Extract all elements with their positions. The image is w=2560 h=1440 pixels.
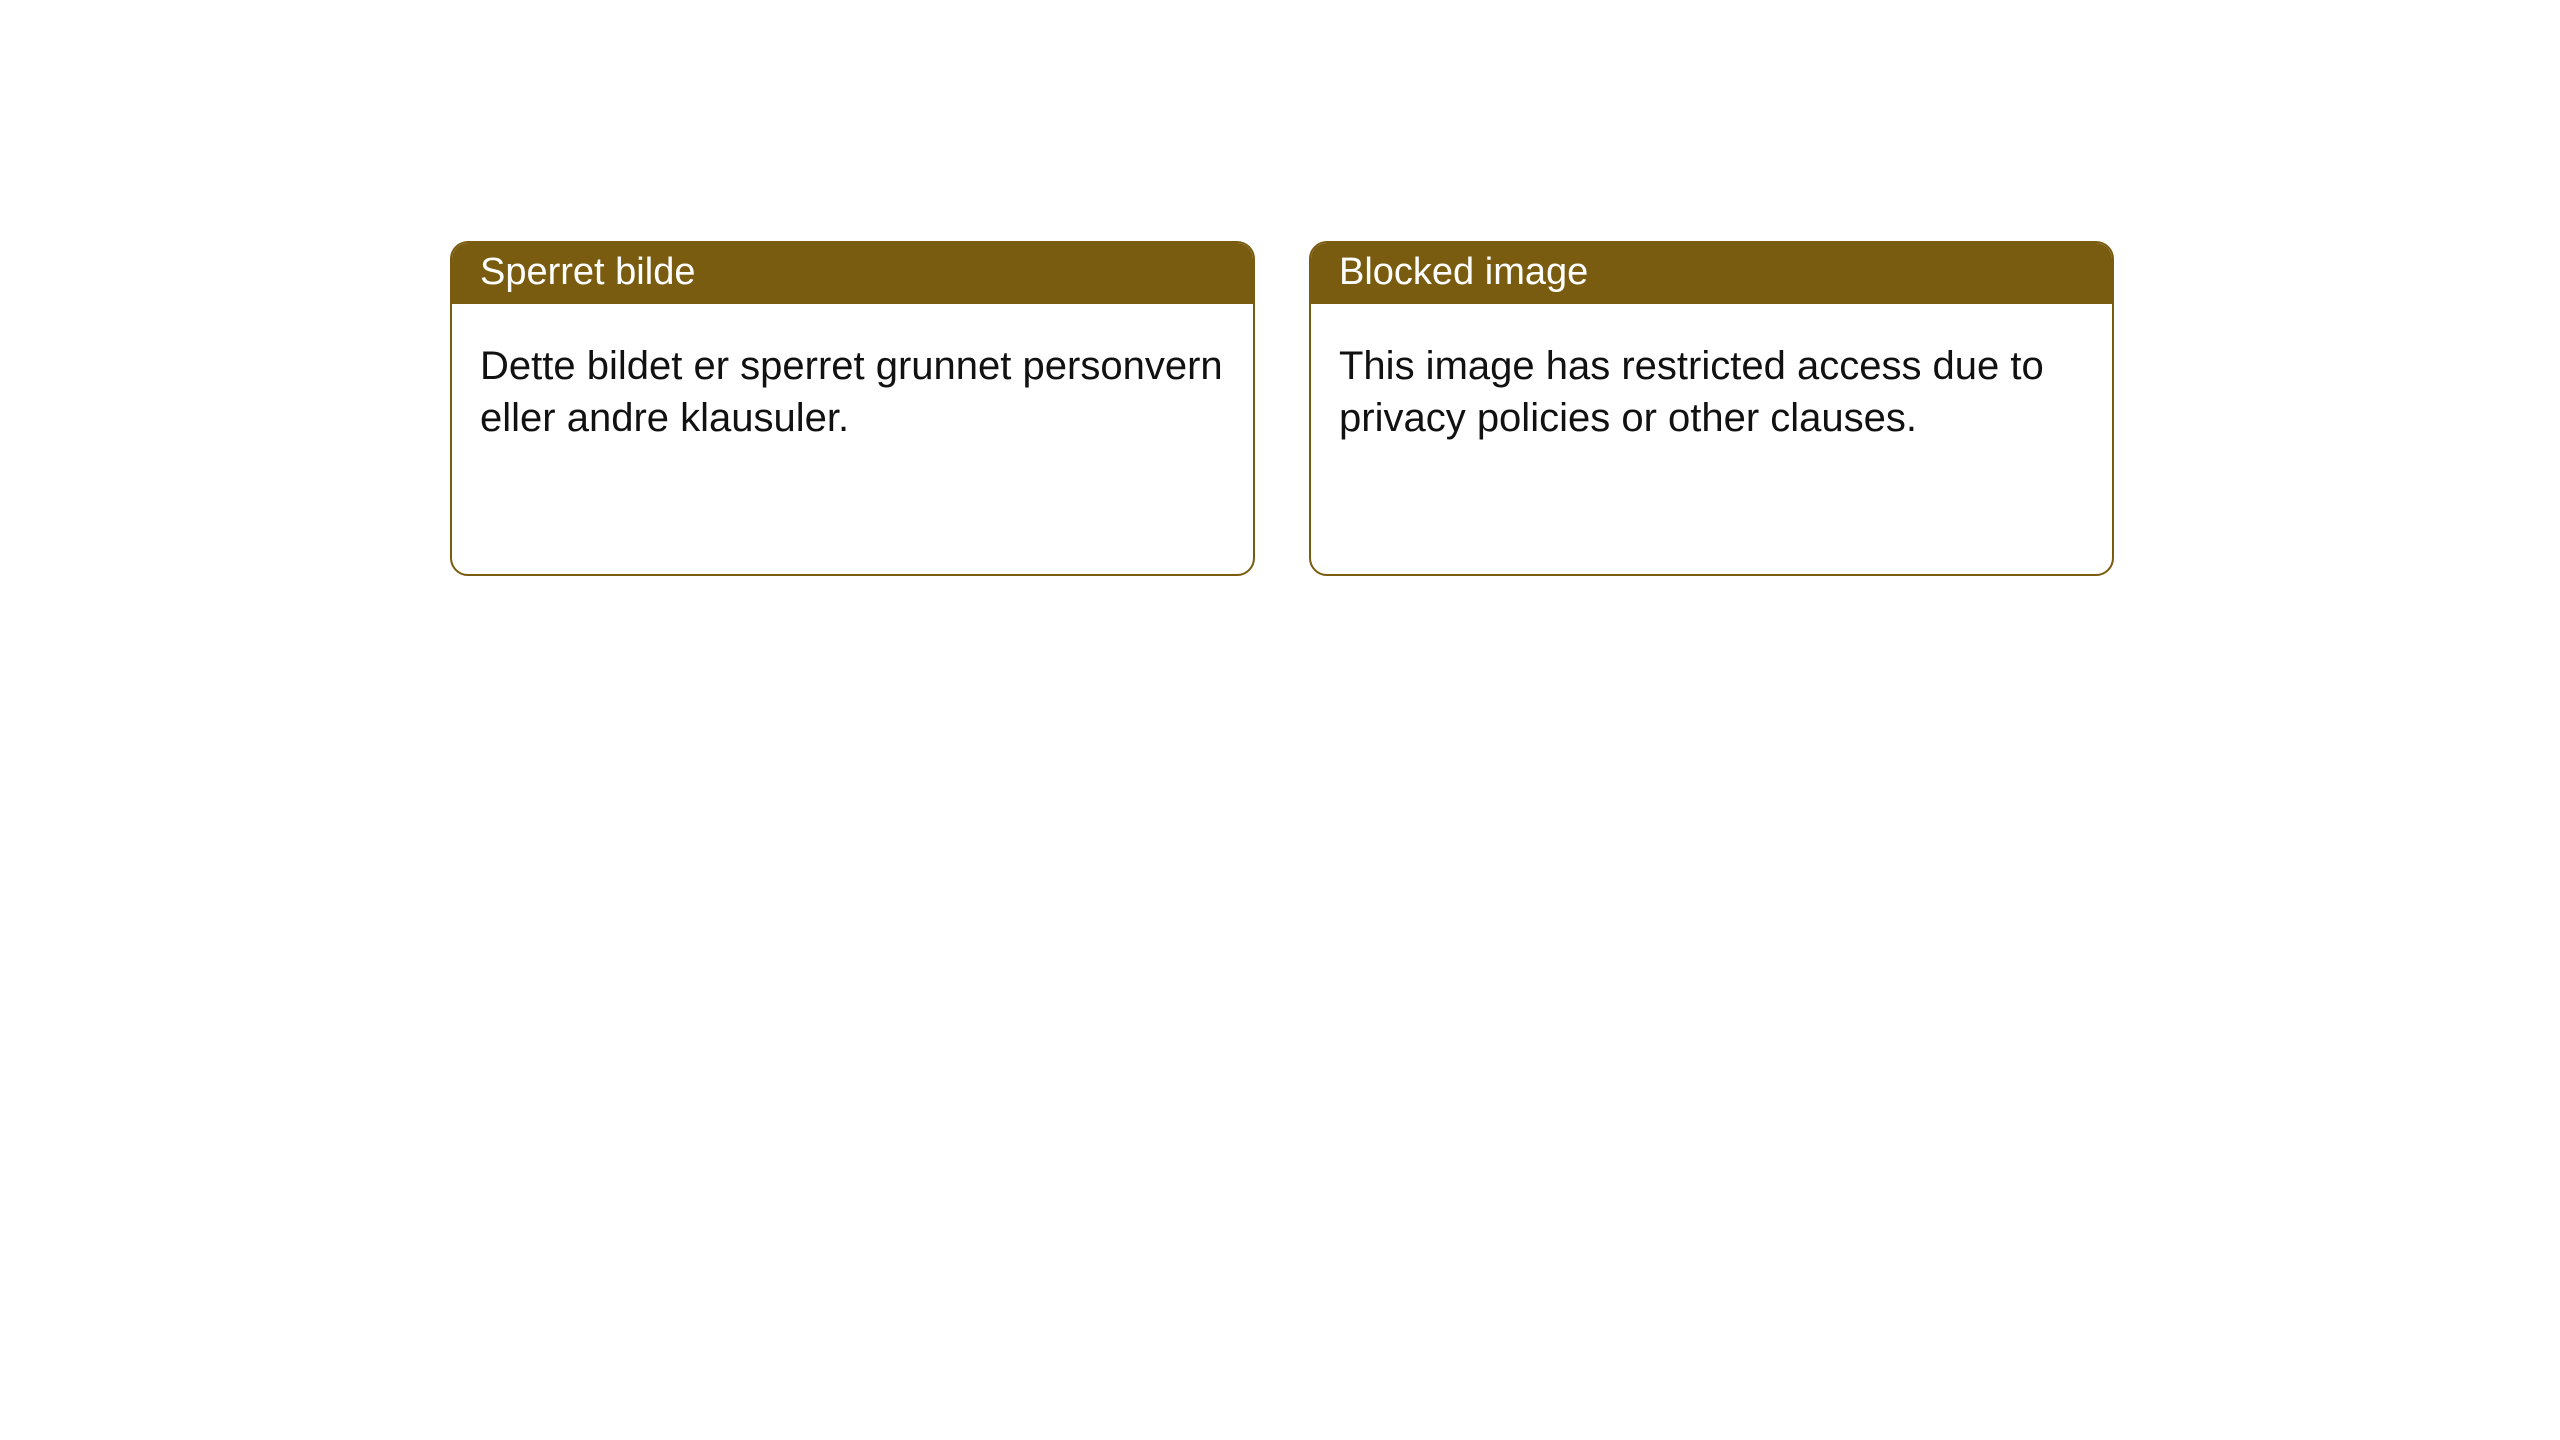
notice-header-no: Sperret bilde <box>452 243 1253 304</box>
notice-container: Sperret bilde Dette bildet er sperret gr… <box>0 0 2560 576</box>
notice-card-no: Sperret bilde Dette bildet er sperret gr… <box>450 241 1255 576</box>
notice-card-en: Blocked image This image has restricted … <box>1309 241 2114 576</box>
notice-body-no: Dette bildet er sperret grunnet personve… <box>452 304 1253 472</box>
notice-body-en: This image has restricted access due to … <box>1311 304 2112 472</box>
notice-header-en: Blocked image <box>1311 243 2112 304</box>
